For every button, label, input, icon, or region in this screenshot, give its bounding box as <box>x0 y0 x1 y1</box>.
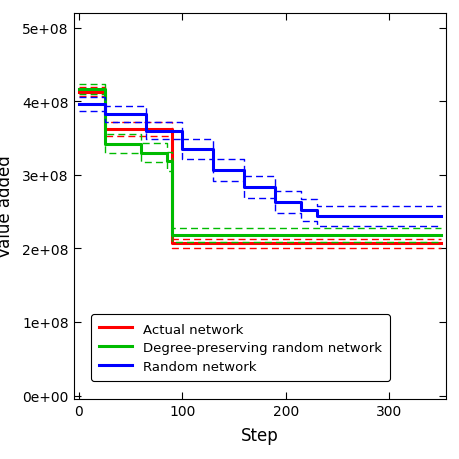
Random network <box>241 168 246 173</box>
Degree-preserving random network <box>76 87 81 93</box>
Degree-preserving random network <box>102 87 107 93</box>
Line: Degree-preserving random network: Degree-preserving random network <box>78 90 440 235</box>
Degree-preserving random network <box>169 233 174 238</box>
Degree-preserving random network <box>138 151 143 156</box>
Degree-preserving random network <box>437 233 443 238</box>
Random network <box>298 200 303 205</box>
Random network <box>76 102 81 107</box>
Random network <box>313 208 319 213</box>
Actual network <box>102 127 107 133</box>
Degree-preserving random network <box>138 142 143 147</box>
Legend: Actual network, Degree-preserving random network, Random network: Actual network, Degree-preserving random… <box>91 315 389 381</box>
Random network <box>102 102 107 107</box>
Actual network <box>76 90 81 95</box>
Random network <box>313 214 319 219</box>
Random network <box>143 112 148 118</box>
Random network <box>210 147 216 152</box>
Random network <box>179 147 185 152</box>
X-axis label: Step: Step <box>241 426 278 444</box>
Random network <box>437 214 443 219</box>
Degree-preserving random network <box>102 142 107 147</box>
Random network <box>298 208 303 213</box>
Actual network <box>169 241 174 246</box>
Random network <box>143 129 148 134</box>
Actual network <box>102 90 107 95</box>
Random network <box>179 129 185 134</box>
Random network <box>102 112 107 118</box>
Line: Actual network: Actual network <box>78 92 440 244</box>
Random network <box>241 185 246 190</box>
Actual network <box>437 241 443 246</box>
Degree-preserving random network <box>169 159 174 165</box>
Random network <box>272 185 278 190</box>
Line: Random network: Random network <box>78 105 440 217</box>
Degree-preserving random network <box>163 151 169 156</box>
Random network <box>210 168 216 173</box>
Y-axis label: Value added: Value added <box>0 155 14 258</box>
Degree-preserving random network <box>163 159 169 165</box>
Random network <box>272 200 278 205</box>
Actual network <box>169 127 174 133</box>
